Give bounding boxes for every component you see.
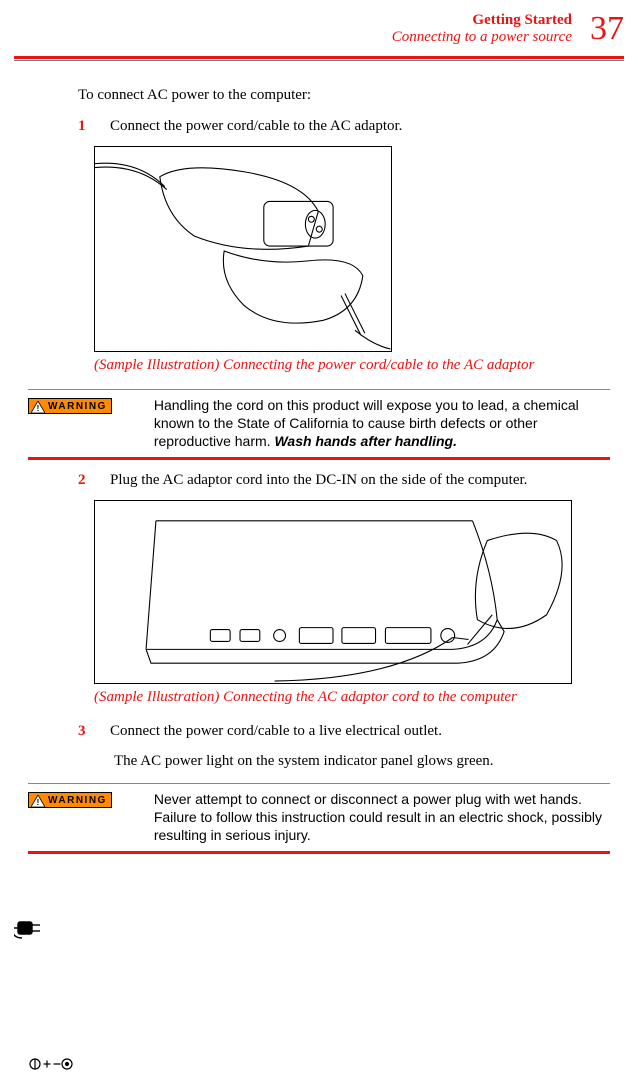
warning-badge: ! WARNING: [28, 398, 112, 414]
divider-thick: [28, 851, 610, 854]
step-2: 2 Plug the AC adaptor cord into the DC-I…: [78, 470, 624, 490]
svg-text:!: !: [37, 798, 40, 807]
warning-label: WARNING: [48, 401, 107, 412]
warning-2: ! WARNING Never attempt to connect or di…: [28, 790, 610, 845]
page-content: To connect AC power to the computer: 1 C…: [0, 61, 638, 854]
step-number: 3: [78, 721, 92, 741]
warning-2-text: Never attempt to connect or disconnect a…: [154, 790, 610, 845]
warning-triangle-icon: !: [31, 794, 45, 806]
section-title: Connecting to a power source: [392, 29, 572, 46]
figure-2: [94, 500, 572, 684]
divider: [28, 389, 610, 390]
step-number: 1: [78, 116, 92, 136]
step-text: Connect the power cord/cable to a live e…: [110, 721, 442, 741]
laptop-illustration-icon: [95, 501, 571, 683]
step-text: Plug the AC adaptor cord into the DC-IN …: [110, 470, 527, 490]
warning-triangle-icon: !: [31, 400, 45, 412]
body-after-step3: The AC power light on the system indicat…: [114, 751, 610, 771]
svg-text:!: !: [37, 404, 40, 413]
header-rule: [14, 56, 624, 59]
figure-1: [94, 146, 392, 352]
warning-badge: ! WARNING: [28, 792, 112, 808]
step-1: 1 Connect the power cord/cable to the AC…: [78, 116, 624, 136]
warning-1-emph: Wash hands after handling.: [274, 433, 457, 449]
divider-thick: [28, 457, 610, 460]
step-2-row: 2 Plug the AC adaptor cord into the DC-I…: [14, 470, 624, 490]
warning-1-text: Handling the cord on this product will e…: [154, 396, 610, 451]
caption-2: (Sample Illustration) Connecting the AC …: [94, 688, 610, 707]
caption-1: (Sample Illustration) Connecting the pow…: [94, 356, 610, 375]
adaptor-illustration-icon: [95, 147, 391, 351]
header-text: Getting Started Connecting to a power so…: [392, 12, 572, 47]
step-3: 3 Connect the power cord/cable to a live…: [78, 721, 624, 741]
page-header: Getting Started Connecting to a power so…: [0, 0, 638, 54]
chapter-title: Getting Started: [392, 12, 572, 29]
step-text: Connect the power cord/cable to the AC a…: [110, 116, 402, 136]
intro-text: To connect AC power to the computer:: [78, 87, 624, 104]
step-number: 2: [78, 470, 92, 490]
dc-in-icon: [28, 1056, 74, 1077]
divider: [28, 783, 610, 784]
warning-label: WARNING: [48, 795, 107, 806]
power-plug-icon: [14, 916, 54, 945]
warning-1: ! WARNING Handling the cord on this prod…: [28, 396, 610, 451]
page-number: 37: [590, 10, 624, 48]
